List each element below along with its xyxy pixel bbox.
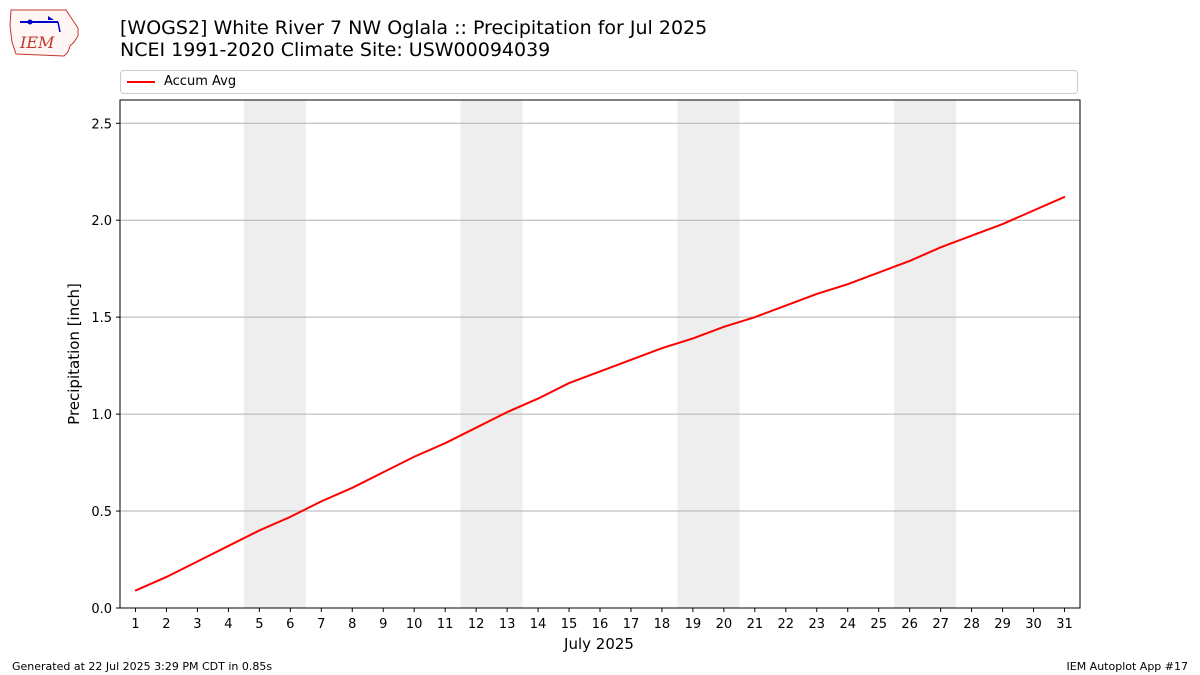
data-point	[258, 529, 261, 532]
x-tick-label: 1	[131, 617, 139, 632]
y-tick-label: 0.0	[91, 602, 112, 617]
logo-text: IEM	[19, 33, 55, 52]
x-tick-label: 28	[963, 617, 980, 632]
x-tick-label: 2	[162, 617, 170, 632]
y-tick-label: 2.5	[91, 117, 112, 132]
data-point	[630, 359, 632, 361]
chart-title: [WOGS2] White River 7 NW Oglala :: Preci…	[120, 17, 708, 39]
data-point	[537, 397, 539, 400]
data-point	[661, 347, 663, 349]
data-point	[815, 293, 818, 295]
x-tick-label: 22	[778, 617, 795, 632]
data-point	[475, 426, 477, 429]
footer-generated: Generated at 22 Jul 2025 3:29 PM CDT in …	[12, 660, 273, 673]
legend-swatch	[127, 81, 155, 83]
weekend-band	[894, 100, 957, 608]
x-tick-label: 31	[1056, 617, 1073, 632]
weekend-band	[243, 100, 306, 608]
x-tick-label: 15	[561, 617, 578, 632]
x-tick-label: 26	[901, 617, 918, 632]
x-tick-label: 21	[747, 617, 764, 632]
data-point	[939, 246, 942, 249]
data-point	[227, 545, 230, 547]
x-tick-label: 4	[224, 617, 232, 632]
data-point	[165, 576, 168, 578]
legend-label: Accum Avg	[164, 74, 237, 89]
x-tick-label: 5	[255, 617, 263, 632]
data-point	[1032, 209, 1035, 212]
data-point	[320, 500, 323, 503]
x-tick-label: 16	[592, 617, 609, 632]
data-point	[413, 455, 415, 458]
x-tick-label: 29	[994, 617, 1011, 632]
x-tick-label: 3	[193, 617, 201, 632]
x-tick-label: 12	[468, 617, 485, 632]
x-tick-label: 19	[685, 617, 702, 632]
y-tick-label: 1.0	[91, 408, 112, 423]
x-axis-label: July 2025	[563, 635, 634, 653]
x-tick-label: 25	[870, 617, 887, 632]
x-tick-label: 17	[623, 617, 640, 632]
x-tick-label: 20	[716, 617, 733, 632]
x-tick-label: 30	[1025, 617, 1042, 632]
data-point	[196, 560, 199, 563]
x-tick-label: 18	[654, 617, 671, 632]
x-tick-label: 11	[437, 617, 454, 632]
data-point	[723, 326, 725, 328]
x-tick-label: 14	[530, 617, 547, 632]
data-point	[444, 442, 446, 444]
y-tick-label: 1.5	[91, 311, 112, 326]
data-point	[599, 370, 601, 373]
data-point	[754, 316, 756, 318]
data-point	[970, 234, 973, 237]
data-point	[506, 411, 508, 413]
x-tick-label: 23	[809, 617, 826, 632]
legend: Accum Avg	[120, 70, 1078, 94]
x-tick-label: 13	[499, 617, 516, 632]
y-tick-label: 0.5	[91, 505, 112, 520]
iem-logo: IEM	[9, 9, 79, 57]
x-tick-label: 27	[932, 617, 949, 632]
chart-subtitle: NCEI 1991-2020 Climate Site: USW00094039	[120, 39, 551, 61]
footer-app: IEM Autoplot App #17	[1066, 660, 1189, 673]
x-tick-label: 6	[286, 617, 294, 632]
weekend-band	[677, 100, 740, 608]
data-point	[351, 486, 354, 489]
x-tick-label: 10	[406, 617, 423, 632]
data-point	[785, 304, 787, 307]
y-axis-label: Precipitation [inch]	[65, 283, 83, 425]
data-point	[692, 337, 694, 340]
y-tick-label: 2.0	[91, 214, 112, 229]
data-point	[382, 471, 385, 474]
weekend-band	[460, 100, 523, 608]
x-tick-label: 9	[379, 617, 387, 632]
x-tick-label: 7	[317, 617, 325, 632]
x-tick-label: 8	[348, 617, 356, 632]
data-point	[134, 589, 137, 592]
data-point	[908, 260, 911, 262]
data-point	[1063, 196, 1066, 198]
data-point	[877, 271, 880, 274]
x-tick-label: 24	[839, 617, 856, 632]
data-point	[1001, 223, 1004, 225]
data-point	[568, 382, 570, 384]
data-point	[846, 283, 849, 285]
data-point	[289, 516, 292, 518]
